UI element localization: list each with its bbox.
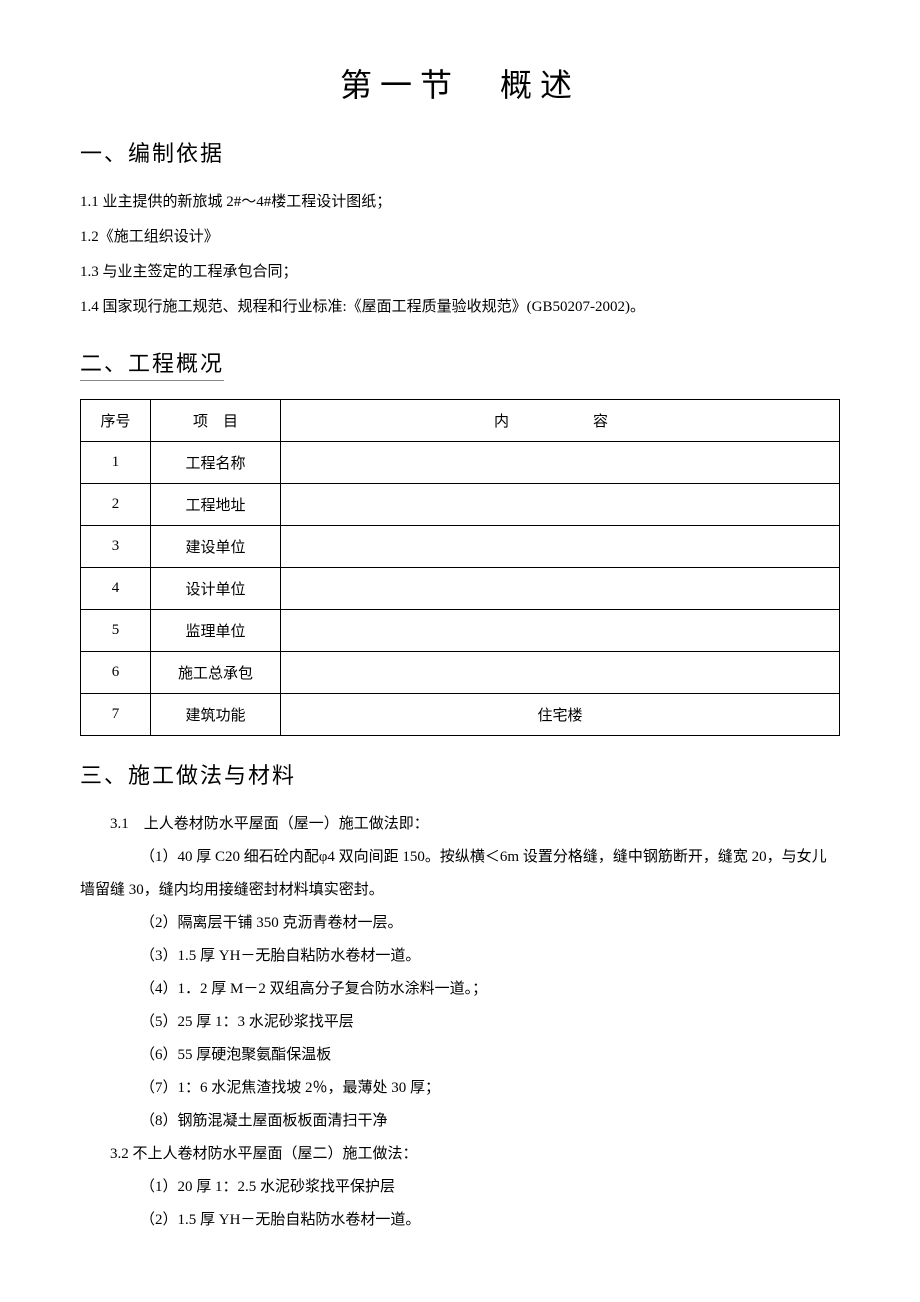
table-cell-seq: 7 — [81, 694, 151, 736]
table-row: 4 设计单位 — [81, 568, 840, 610]
table-cell-content — [281, 442, 840, 484]
section1-item: 1.1 业主提供的新旅城 2#～4#楼工程设计图纸； — [80, 186, 840, 219]
section3-heading: 三、施工做法与材料 — [80, 758, 840, 790]
table-cell-item: 设计单位 — [151, 568, 281, 610]
table-cell-seq: 2 — [81, 484, 151, 526]
table-cell-content — [281, 610, 840, 652]
table-header-content: 内 容 — [281, 400, 840, 442]
section2-heading-text: 二、工程概况 — [80, 346, 224, 381]
section2-heading: 二、工程概况 — [80, 346, 840, 381]
sub31-item: （7）1：6 水泥焦渣找坡 2％，最薄处 30 厚； — [80, 1072, 840, 1105]
table-cell-item: 施工总承包 — [151, 652, 281, 694]
table-header-seq: 序号 — [81, 400, 151, 442]
project-overview-table: 序号 项 目 内 容 1 工程名称 2 工程地址 3 建设单位 4 设计单位 5… — [80, 399, 840, 736]
table-row: 1 工程名称 — [81, 442, 840, 484]
sub31-item: （1）40 厚 C20 细石砼内配φ4 双向间距 150。按纵横＜6m 设置分格… — [80, 841, 840, 907]
sub31-item: （6）55 厚硬泡聚氨酯保温板 — [80, 1039, 840, 1072]
section1-item: 1.2《施工组织设计》 — [80, 221, 840, 254]
table-row: 3 建设单位 — [81, 526, 840, 568]
table-cell-seq: 5 — [81, 610, 151, 652]
table-cell-content — [281, 526, 840, 568]
table-row: 6 施工总承包 — [81, 652, 840, 694]
sub32-title: 3.2 不上人卷材防水平屋面（屋二）施工做法： — [80, 1138, 840, 1171]
sub32-item: （1）20 厚 1：2.5 水泥砂浆找平保护层 — [80, 1171, 840, 1204]
sub31-item: （5）25 厚 1：3 水泥砂浆找平层 — [80, 1006, 840, 1039]
sub32-item: （2）1.5 厚 YH－无胎自粘防水卷材一道。 — [80, 1204, 840, 1237]
section1-item: 1.4 国家现行施工规范、规程和行业标准:《屋面工程质量验收规范》(GB5020… — [80, 291, 840, 324]
table-cell-item: 建设单位 — [151, 526, 281, 568]
table-cell-content — [281, 652, 840, 694]
table-cell-seq: 4 — [81, 568, 151, 610]
table-cell-item: 工程名称 — [151, 442, 281, 484]
table-row: 2 工程地址 — [81, 484, 840, 526]
table-cell-content: 住宅楼 — [281, 694, 840, 736]
section1-item: 1.3 与业主签定的工程承包合同； — [80, 256, 840, 289]
sub31-item: （2）隔离层干铺 350 克沥青卷材一层。 — [80, 907, 840, 940]
sub31-item: （3）1.5 厚 YH－无胎自粘防水卷材一道。 — [80, 940, 840, 973]
table-row: 5 监理单位 — [81, 610, 840, 652]
sub31-item: （8）钢筋混凝土屋面板板面清扫干净 — [80, 1105, 840, 1138]
table-cell-content — [281, 568, 840, 610]
sub31-item: （4）1．2 厚 M－2 双组高分子复合防水涂料一道。； — [80, 973, 840, 1006]
section1-heading: 一、编制依据 — [80, 136, 840, 168]
table-cell-item: 工程地址 — [151, 484, 281, 526]
table-cell-seq: 3 — [81, 526, 151, 568]
document-title: 第一节 概述 — [80, 60, 840, 106]
table-cell-seq: 1 — [81, 442, 151, 484]
table-cell-item: 建筑功能 — [151, 694, 281, 736]
table-cell-item: 监理单位 — [151, 610, 281, 652]
table-header-row: 序号 项 目 内 容 — [81, 400, 840, 442]
table-header-item: 项 目 — [151, 400, 281, 442]
sub31-title: 3.1 上人卷材防水平屋面（屋一）施工做法即： — [80, 808, 840, 841]
table-row: 7 建筑功能 住宅楼 — [81, 694, 840, 736]
table-cell-content — [281, 484, 840, 526]
table-cell-seq: 6 — [81, 652, 151, 694]
